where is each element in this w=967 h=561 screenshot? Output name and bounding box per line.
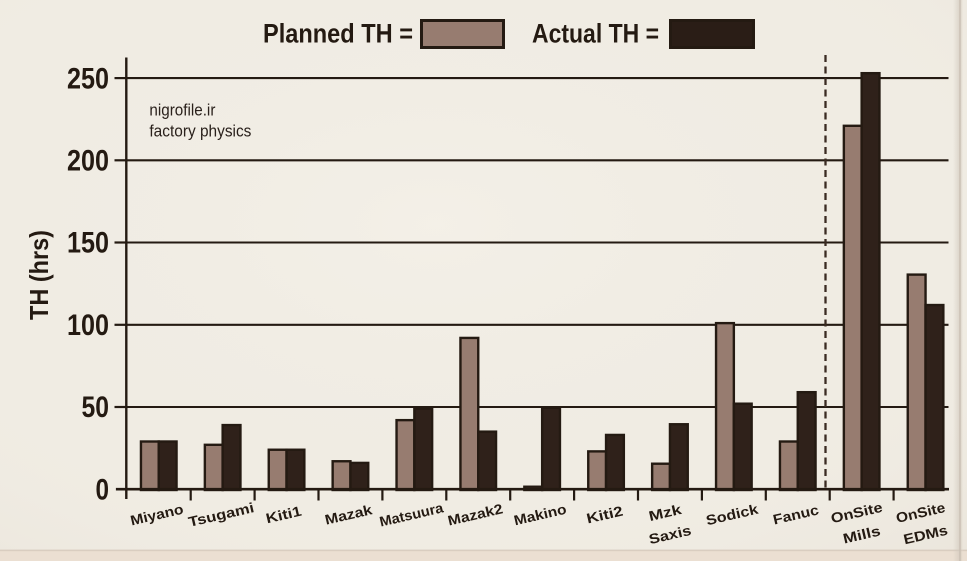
svg-text:100: 100 [67,309,109,342]
svg-text:Actual TH =: Actual TH = [532,19,659,49]
svg-text:250: 250 [67,62,109,95]
svg-text:factory physics: factory physics [149,123,251,141]
svg-text:Planned TH =: Planned TH = [263,19,413,49]
svg-text:Mzk: Mzk [647,501,683,524]
svg-text:TH (hrs): TH (hrs) [24,230,54,320]
svg-text:Kiti1: Kiti1 [264,503,303,527]
svg-text:0: 0 [96,473,110,506]
svg-text:nigrofile.ir: nigrofile.ir [149,102,215,120]
svg-text:50: 50 [82,391,110,424]
svg-text:200: 200 [67,145,109,178]
svg-text:150: 150 [67,227,109,260]
